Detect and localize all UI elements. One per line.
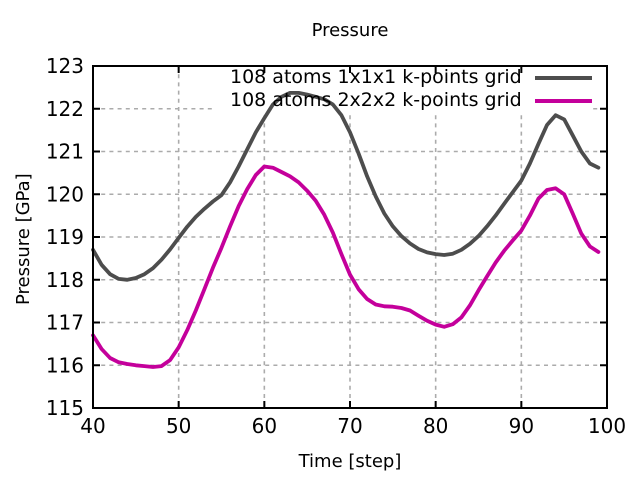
legend-label-1x1x1: 108 atoms 1x1x1 k-points grid (230, 66, 522, 88)
y-tick-label: 115 (46, 396, 84, 420)
legend-line-sample-1x1x1 (534, 75, 592, 80)
legend-backdrop (212, 62, 592, 114)
legend-entry: 108 atoms 2x2x2 k-points grid (230, 89, 592, 112)
x-axis-label: Time [step] (298, 451, 402, 472)
legend-line-sample-2x2x2 (534, 98, 592, 103)
x-tick-label: 70 (337, 414, 362, 438)
x-tick-label: 50 (166, 414, 191, 438)
y-tick-label: 121 (46, 140, 84, 164)
y-tick-label: 123 (46, 54, 84, 78)
x-tick-label: 60 (252, 414, 277, 438)
x-tick-label: 90 (509, 414, 534, 438)
chart-title: Pressure (311, 20, 389, 41)
series-line-2x2x2 (91, 164, 601, 369)
y-tick-label: 116 (46, 353, 84, 377)
legend-label-2x2x2: 108 atoms 2x2x2 k-points grid (230, 89, 522, 111)
x-tick-label: 80 (423, 414, 448, 438)
series-line-1x1x1 (91, 91, 601, 282)
legend: 108 atoms 1x1x1 k-points grid 108 atoms … (230, 66, 592, 112)
y-tick-label: 118 (46, 268, 84, 292)
x-tick-label: 40 (80, 414, 105, 438)
x-tick-label: 100 (588, 414, 626, 438)
y-tick-label: 119 (46, 225, 84, 249)
legend-entry: 108 atoms 1x1x1 k-points grid (230, 66, 592, 89)
y-tick-label: 122 (46, 97, 84, 121)
y-tick-label: 120 (46, 182, 84, 206)
y-axis-label: Pressure [GPa] (13, 173, 34, 305)
y-tick-label: 117 (46, 311, 84, 335)
